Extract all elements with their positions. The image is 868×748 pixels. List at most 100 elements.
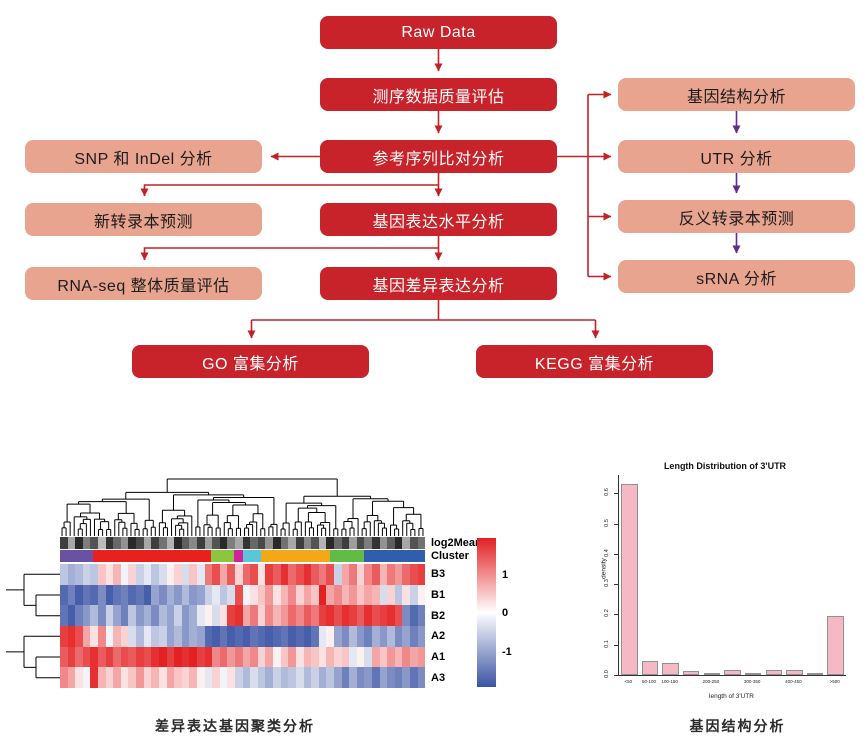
heatmap-cell <box>379 626 388 647</box>
y-tick-label: 0.5 <box>604 518 610 527</box>
heatmap-cell <box>189 564 197 585</box>
log2mean-cell <box>113 537 121 549</box>
log2mean-cell <box>364 537 372 549</box>
heatmap-cell <box>204 667 213 689</box>
heatmap-cell <box>410 667 418 689</box>
heatmap-cell <box>318 626 327 647</box>
heatmap-cell <box>75 646 83 668</box>
heatmap-cell <box>311 564 319 585</box>
cluster-annotation-strip <box>60 550 425 562</box>
heatmap-cell <box>67 667 76 689</box>
log2mean-cell <box>166 537 175 549</box>
heatmap-cell <box>387 564 395 585</box>
heatmap-cell <box>212 605 220 627</box>
heatmap-cell <box>181 667 190 689</box>
heatmap-cell <box>326 667 334 689</box>
barchart-title: Length Distribution of 3'UTR <box>663 461 787 471</box>
y-tick-label: 0.6 <box>604 488 610 497</box>
heatmap-cell <box>295 646 304 668</box>
heatmap-cell <box>235 564 243 585</box>
flow-node-gene-structure: 基因结构分析 <box>618 78 855 111</box>
heatmap-cell <box>181 626 190 647</box>
heatmap-cell <box>219 626 228 647</box>
heatmap-cell <box>295 667 304 689</box>
heatmap-cell <box>82 667 91 689</box>
log2mean-cell <box>105 537 114 549</box>
log2mean-cell <box>273 537 281 549</box>
heatmap-cell <box>280 667 289 689</box>
heatmap-cell <box>98 626 106 647</box>
heatmap-cell <box>349 646 357 668</box>
heatmap-cell <box>311 667 319 689</box>
log2mean-cell <box>288 537 296 549</box>
heatmap-cell <box>136 584 144 606</box>
heatmap-cell <box>387 646 395 668</box>
heatmap-cell <box>60 584 68 606</box>
heatmap-cell <box>295 584 304 606</box>
heatmap-cell <box>113 646 121 668</box>
heatmap-cell <box>219 646 228 668</box>
heatmap-cell <box>60 646 68 668</box>
heatmap-cell <box>136 667 144 689</box>
heatmap-cell <box>257 667 266 689</box>
log2mean-cell <box>303 537 312 549</box>
heatmap-cell <box>288 667 296 689</box>
heatmap-cell <box>136 626 144 647</box>
heatmap-cell <box>158 584 167 606</box>
heatmap-cell <box>280 626 289 647</box>
heatmap-row-label: B3 <box>431 568 446 581</box>
heatmap-cell <box>265 667 274 689</box>
flow-node-antisense: 反义转录本预测 <box>618 200 855 233</box>
log2mean-cell <box>402 537 411 549</box>
heatmap-cell <box>128 646 137 668</box>
log2mean-cell <box>67 537 76 549</box>
heatmap-cell <box>417 605 426 627</box>
log2mean-cell <box>82 537 91 549</box>
log2mean-cell <box>280 537 289 549</box>
heatmap-row-label: B1 <box>431 588 446 601</box>
heatmap-cell <box>349 605 357 627</box>
heatmap-cell <box>98 605 106 627</box>
heatmap-cell <box>227 667 236 689</box>
heatmap-cell <box>212 584 220 606</box>
cluster-segment <box>330 550 365 562</box>
heatmap-cell <box>189 584 197 606</box>
heatmap-cell <box>113 564 121 585</box>
heatmap-cell <box>326 626 334 647</box>
heatmap-cell <box>151 646 159 668</box>
heatmap-cell <box>181 584 190 606</box>
x-tick-label: 200-250 <box>702 679 720 684</box>
log2mean-cell <box>235 537 243 549</box>
bar <box>786 669 803 675</box>
heatmap-cell <box>333 564 342 585</box>
heatmap-cell <box>204 584 213 606</box>
y-tick <box>614 523 618 525</box>
heatmap-cell <box>387 626 395 647</box>
heatmap-cell <box>136 646 144 668</box>
log2mean-cell <box>242 537 251 549</box>
heatmap-cell <box>364 667 372 689</box>
heatmap-cell <box>120 646 129 668</box>
flow-node-diff-expr: 基因差异表达分析 <box>320 267 557 300</box>
y-tick-label: 0.2 <box>604 609 610 618</box>
heatmap-cell <box>105 667 114 689</box>
heatmap-cell <box>113 667 121 689</box>
y-tick <box>614 675 618 676</box>
y-tick <box>614 553 618 555</box>
heatmap-cell <box>151 667 159 689</box>
heatmap-cell <box>219 605 228 627</box>
heatmap-cell <box>379 564 388 585</box>
heatmap-cell <box>410 584 418 606</box>
heatmap-cell <box>204 564 213 585</box>
flow-node-label: UTR 分析 <box>700 150 773 168</box>
heatmap-cell <box>227 564 236 585</box>
heatmap-cell <box>60 626 68 647</box>
heatmap-cell <box>402 667 411 689</box>
heatmap-cell <box>364 564 372 585</box>
heatmap-cell <box>196 626 205 647</box>
heatmap-cell <box>326 605 334 627</box>
heatmap-cell <box>143 605 152 627</box>
heatmap-cell <box>280 646 289 668</box>
heatmap-cell <box>364 584 372 606</box>
x-tick-label: 300-350 <box>743 679 761 684</box>
